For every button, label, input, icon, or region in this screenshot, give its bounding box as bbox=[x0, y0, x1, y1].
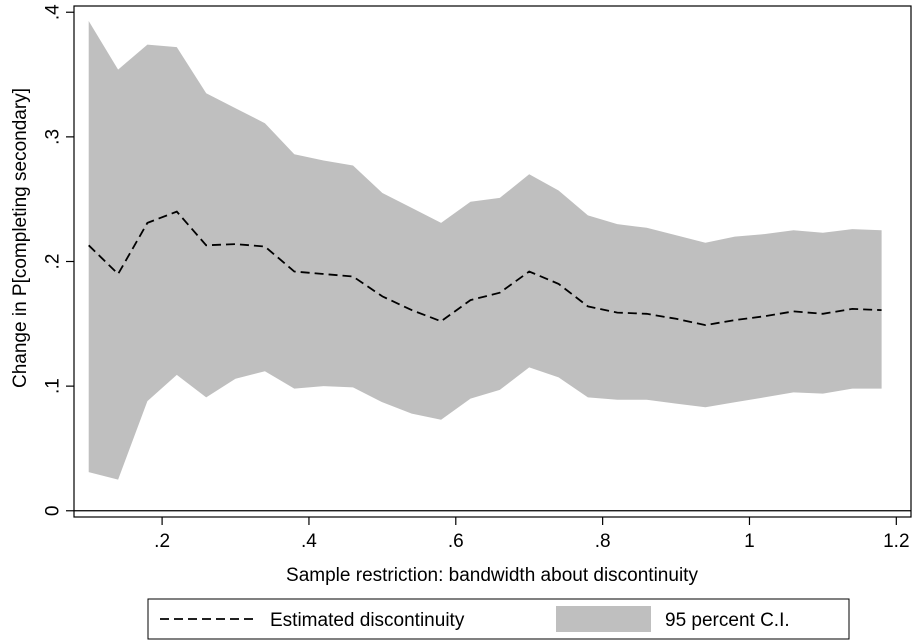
y-axis: 0 .1 .2 .3 .4 bbox=[42, 4, 74, 516]
x-tick-label: 1 bbox=[744, 531, 755, 552]
legend-swatch-ci bbox=[556, 606, 651, 632]
ci-band bbox=[88, 21, 882, 480]
x-tick-label: .4 bbox=[301, 531, 317, 552]
x-tick-label: .2 bbox=[154, 531, 170, 552]
y-tick-label: .3 bbox=[42, 129, 63, 145]
x-tick-label: .6 bbox=[448, 531, 464, 552]
x-tick-label: .8 bbox=[595, 531, 611, 552]
legend-label-estimate: Estimated discontinuity bbox=[270, 610, 465, 631]
y-axis-label: Change in P[completing secondary] bbox=[10, 88, 31, 388]
legend: Estimated discontinuity 95 percent C.I. bbox=[147, 598, 850, 640]
plot-area bbox=[74, 21, 911, 512]
legend-box bbox=[147, 598, 850, 640]
x-axis-label: Sample restriction: bandwidth about disc… bbox=[286, 565, 698, 586]
y-tick-label: 0 bbox=[42, 506, 63, 517]
x-axis: .2 .4 .6 .8 1 1.2 bbox=[154, 517, 910, 552]
y-tick-label: .2 bbox=[43, 254, 64, 270]
y-tick-label: .1 bbox=[43, 378, 64, 394]
estimate-line bbox=[88, 210, 882, 327]
y-tick-label: .4 bbox=[43, 4, 64, 20]
x-tick-label: 1.2 bbox=[883, 531, 909, 552]
legend-label-ci: 95 percent C.I. bbox=[665, 610, 790, 631]
